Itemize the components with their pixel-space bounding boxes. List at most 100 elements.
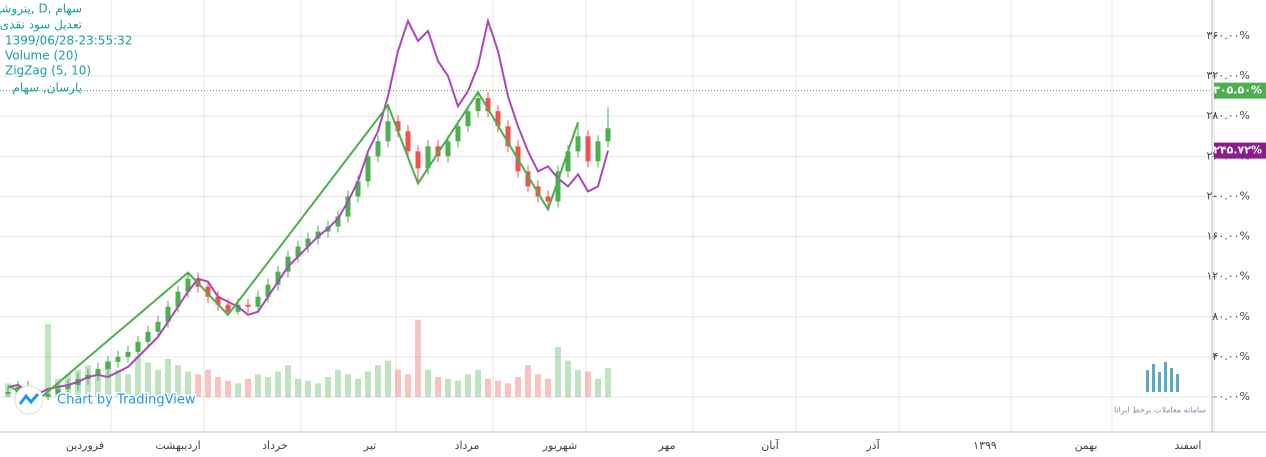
candle-body bbox=[415, 151, 421, 169]
candle-body bbox=[395, 121, 401, 132]
volume-bar bbox=[325, 377, 331, 397]
y-tick-label: ۰.۰۰% bbox=[1218, 390, 1250, 403]
volume-bar bbox=[245, 378, 251, 397]
volume-bar bbox=[395, 369, 401, 397]
candle-body bbox=[105, 361, 111, 369]
x-tick-label: بهمن bbox=[1075, 439, 1098, 452]
volume-bar bbox=[515, 377, 521, 397]
axes: ۰.۰۰% ۴۰.۰۰% ۸۰.۰۰% ۱۲۰.۰۰% ۱۶۰.۰۰% ۲۰۰.۰۰% ۲۴… bbox=[66, 29, 1266, 452]
candle-body bbox=[245, 304, 251, 307]
volume-bar bbox=[115, 369, 121, 397]
volume-bar bbox=[305, 380, 311, 397]
compare-line bbox=[7, 17, 609, 396]
price-label-box bbox=[1214, 142, 1266, 159]
volume-bar bbox=[605, 367, 611, 397]
x-tick-label: ۱۳۹۹ bbox=[973, 439, 997, 452]
volume-bar bbox=[575, 369, 581, 397]
volume-bar bbox=[215, 377, 221, 397]
watermark-text: Chart by TradingView bbox=[57, 393, 196, 408]
candle-body bbox=[65, 384, 71, 389]
candle-body bbox=[115, 356, 121, 362]
volume-bar bbox=[225, 380, 231, 397]
y-tick-label: ۸۰.۰۰% bbox=[1212, 310, 1250, 323]
watermark: Chart by TradingView bbox=[14, 385, 197, 415]
volume-bar bbox=[555, 347, 561, 397]
candle-body bbox=[575, 136, 581, 152]
volume-bar bbox=[595, 378, 601, 397]
candle-body bbox=[425, 146, 431, 169]
x-tick-label: آبان bbox=[761, 438, 779, 452]
volume-bar bbox=[135, 356, 141, 397]
volume-bar bbox=[435, 377, 441, 397]
logo-text: سامانه معاملات برخط ایرانا bbox=[1114, 406, 1206, 415]
volume-bar bbox=[565, 360, 571, 397]
candle-body bbox=[355, 181, 361, 197]
x-tick-label: خرداد bbox=[262, 439, 288, 452]
candle-body bbox=[165, 306, 171, 322]
candle-body bbox=[145, 331, 151, 342]
candle-body bbox=[405, 131, 411, 152]
candle-body bbox=[265, 284, 271, 297]
volume-bar bbox=[385, 360, 391, 397]
candle-body bbox=[295, 246, 301, 257]
volume-bar bbox=[105, 360, 111, 397]
x-tick-label: شهریور bbox=[542, 439, 577, 452]
title: پتروشیمی پردیس, D, سهام bbox=[0, 2, 82, 17]
candle-body bbox=[135, 341, 141, 352]
compare-legend: پارسان, سهام bbox=[12, 81, 82, 96]
candle-body bbox=[305, 238, 311, 247]
candle-body bbox=[315, 231, 321, 239]
volume-bar bbox=[235, 383, 241, 397]
price-label: ۳۰۵.۵۰% bbox=[1213, 84, 1262, 97]
volume-bar bbox=[315, 383, 321, 397]
volume-bar bbox=[475, 369, 481, 397]
volume-bar bbox=[485, 378, 491, 397]
timestamp: 1399/06/28-23:55:32 bbox=[5, 34, 132, 48]
x-tick-label: تیر bbox=[363, 439, 376, 452]
volume-bar bbox=[125, 374, 131, 397]
x-tick-label: فروردین bbox=[66, 439, 104, 452]
candle-body bbox=[175, 291, 181, 307]
candle-body bbox=[465, 111, 471, 127]
volume-bar bbox=[365, 371, 371, 397]
volume-bar bbox=[335, 369, 341, 397]
volume-bar bbox=[145, 362, 151, 397]
x-tick-label: مهر bbox=[657, 439, 675, 452]
candle-body bbox=[255, 296, 261, 307]
candle-body bbox=[95, 368, 101, 375]
volume-bar bbox=[375, 365, 381, 397]
volume-bar bbox=[415, 319, 421, 397]
volume-bar bbox=[275, 371, 281, 397]
subtitle: تعدیل سود نقدی و تمامی افزایش سرمایه ها bbox=[0, 18, 82, 33]
volume-bar bbox=[175, 365, 181, 397]
volume-bar bbox=[45, 324, 51, 397]
volume-bar bbox=[465, 374, 471, 397]
candle-body bbox=[5, 391, 11, 394]
candle-body bbox=[125, 351, 131, 357]
y-tick-label: ۴۰.۰۰% bbox=[1212, 350, 1250, 363]
x-tick-label: اردیبهشت bbox=[155, 439, 200, 452]
broker-logo: سامانه معاملات برخط ایرانا bbox=[1114, 362, 1206, 415]
volume-bar bbox=[495, 380, 501, 397]
volume-bar bbox=[425, 369, 431, 397]
x-tick-label: مرداد bbox=[455, 439, 480, 452]
candle-body bbox=[205, 286, 211, 297]
candle-body bbox=[505, 126, 511, 147]
volume-bar bbox=[265, 377, 271, 397]
watermark-icon bbox=[18, 393, 40, 405]
volume-bar bbox=[355, 378, 361, 397]
y-tick-label: ۲۸۰.۰۰% bbox=[1207, 109, 1251, 122]
price-label-box bbox=[1214, 82, 1266, 99]
zigzag-line bbox=[7, 90, 579, 402]
volume-bar bbox=[545, 378, 551, 397]
candle-body bbox=[335, 216, 341, 227]
volume-bar bbox=[405, 374, 411, 397]
candle-body bbox=[565, 151, 571, 172]
candle-body bbox=[235, 304, 241, 312]
candle-body bbox=[215, 296, 221, 305]
candle-body bbox=[385, 121, 391, 142]
candle-body bbox=[545, 196, 551, 202]
volume-legend: Volume (20) bbox=[5, 49, 78, 63]
volume-bar bbox=[185, 371, 191, 397]
